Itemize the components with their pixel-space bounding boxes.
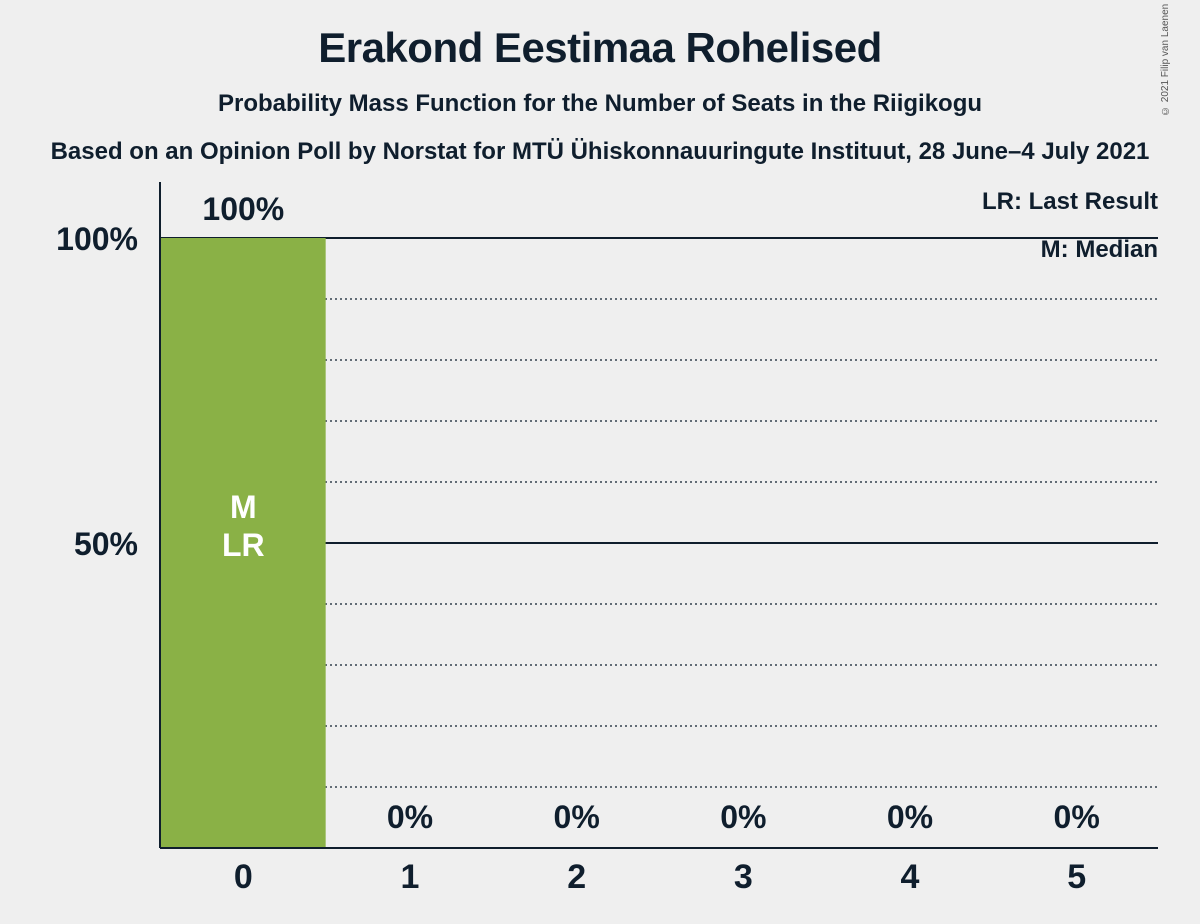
y-tick-label: 50% bbox=[74, 526, 138, 562]
x-tick-label: 2 bbox=[567, 858, 586, 896]
chart-title: Erakond Eestimaa Rohelised bbox=[318, 24, 882, 71]
bar-marker: LR bbox=[222, 527, 265, 563]
y-tick-label: 100% bbox=[56, 221, 138, 257]
bar bbox=[161, 238, 326, 848]
data-label: 0% bbox=[387, 799, 433, 835]
x-tick-label: 1 bbox=[401, 858, 420, 896]
data-label: 0% bbox=[887, 799, 933, 835]
data-label: 0% bbox=[720, 799, 766, 835]
legend-last-result: LR: Last Result bbox=[982, 188, 1158, 215]
data-label: 0% bbox=[554, 799, 600, 835]
x-tick-label: 5 bbox=[1067, 858, 1086, 896]
x-tick-label: 3 bbox=[734, 858, 753, 896]
legend-median: M: Median bbox=[1041, 236, 1158, 263]
axes bbox=[159, 182, 1158, 849]
bar-marker: M bbox=[230, 489, 257, 525]
chart-source: Based on an Opinion Poll by Norstat for … bbox=[50, 138, 1150, 165]
data-label: 100% bbox=[202, 191, 284, 227]
chart-subtitle: Probability Mass Function for the Number… bbox=[217, 90, 983, 117]
bars bbox=[161, 238, 326, 848]
labels: 50% 100% 100% 0 0% 1 0% 2 0% 3 0% 4 0% 5 MLR bbox=[56, 191, 1100, 896]
gridlines bbox=[160, 237, 1158, 788]
x-tick-label: 0 bbox=[234, 858, 253, 896]
data-label: 0% bbox=[1054, 799, 1100, 835]
x-tick-label: 4 bbox=[901, 858, 920, 896]
